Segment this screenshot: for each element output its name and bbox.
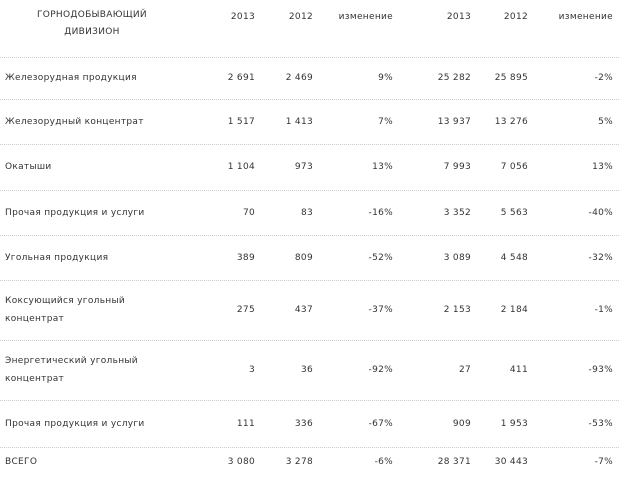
row-separator [0, 190, 619, 191]
cell-value: 1 517 [227, 116, 255, 127]
cell-value: 13 937 [437, 116, 471, 127]
cell-value: 809 [294, 252, 313, 263]
cell-value: 111 [236, 418, 255, 429]
cell-value: -93% [588, 365, 613, 375]
cell-value: 1 953 [500, 418, 528, 429]
row-label: Прочая продукция и услуги [5, 207, 145, 218]
cell-value: 3 352 [443, 207, 471, 218]
row-separator [0, 235, 619, 236]
cell-value: 1 104 [227, 162, 255, 172]
cell-value: 1 413 [285, 116, 313, 127]
cell-value: 36 [300, 365, 313, 375]
cell-value: 3 [248, 365, 255, 375]
cell-value: 3 278 [285, 456, 313, 467]
row-separator [0, 280, 619, 281]
column-header: 2013 [230, 12, 255, 22]
cell-value: 973 [294, 162, 313, 172]
row-label: Железорудная продукция [5, 73, 137, 83]
cell-value: -40% [588, 207, 613, 218]
cell-value: 5 563 [500, 207, 528, 218]
column-header: 2012 [503, 12, 528, 22]
cell-value: 7 056 [500, 162, 528, 172]
cell-value: 13% [592, 162, 613, 172]
cell-value: -7% [594, 456, 613, 467]
row-separator [0, 57, 619, 58]
cell-value: 30 443 [494, 456, 528, 467]
cell-value: -2% [594, 73, 613, 83]
row-label: Энергетический угольный концентрат [5, 356, 138, 384]
cell-value: -1% [594, 305, 613, 315]
cell-value: -67% [368, 418, 393, 429]
cell-value: 336 [294, 418, 313, 429]
cell-value: 437 [294, 305, 313, 315]
cell-value: 25 282 [437, 73, 471, 83]
cell-value: 2 153 [443, 305, 471, 315]
row-separator [0, 99, 619, 100]
column-header: изменение [558, 12, 613, 22]
row-separator [0, 144, 619, 145]
cell-value: 2 691 [227, 73, 255, 83]
row-label: Железорудный концентрат [5, 116, 144, 127]
cell-value: 275 [236, 305, 255, 315]
cell-value: 7 993 [443, 162, 471, 172]
cell-value: -53% [588, 418, 613, 429]
cell-value: 28 371 [437, 456, 471, 467]
cell-value: 13 276 [494, 116, 528, 127]
cell-value: 27 [458, 365, 471, 375]
column-header: изменение [338, 12, 393, 22]
row-label: Коксующийся угольный концентрат [5, 296, 126, 324]
cell-value: 4 548 [500, 252, 528, 263]
cell-value: -16% [368, 207, 393, 218]
row-separator [0, 400, 619, 401]
cell-value: -37% [368, 305, 393, 315]
row-label: Прочая продукция и услуги [5, 418, 145, 429]
cell-value: 13% [372, 162, 393, 172]
cell-value: -32% [588, 252, 613, 263]
cell-value: 25 895 [494, 73, 528, 83]
cell-value: 389 [236, 252, 255, 263]
cell-value: 411 [509, 365, 528, 375]
cell-value: 9% [378, 73, 393, 83]
cell-value: -92% [368, 365, 393, 375]
cell-value: 3 089 [443, 252, 471, 263]
row-label: ВСЕГО [5, 456, 38, 467]
column-header: ГОРНОДОБЫВАЮЩИЙ ДИВИЗИОН [37, 10, 147, 37]
cell-value: -52% [368, 252, 393, 263]
row-label: Угольная продукция [5, 252, 109, 263]
row-separator [0, 340, 619, 341]
cell-value: 5% [598, 116, 613, 127]
cell-value: 7% [378, 116, 393, 127]
cell-value: 2 184 [500, 305, 528, 315]
cell-value: 70 [242, 207, 255, 218]
row-separator [0, 447, 619, 448]
cell-value: 3 080 [227, 456, 255, 467]
cell-value: 909 [452, 418, 471, 429]
column-header: 2012 [288, 12, 313, 22]
cell-value: -6% [374, 456, 393, 467]
column-header: 2013 [446, 12, 471, 22]
row-label: Окатыши [5, 162, 52, 172]
cell-value: 2 469 [285, 73, 313, 83]
cell-value: 83 [300, 207, 313, 218]
